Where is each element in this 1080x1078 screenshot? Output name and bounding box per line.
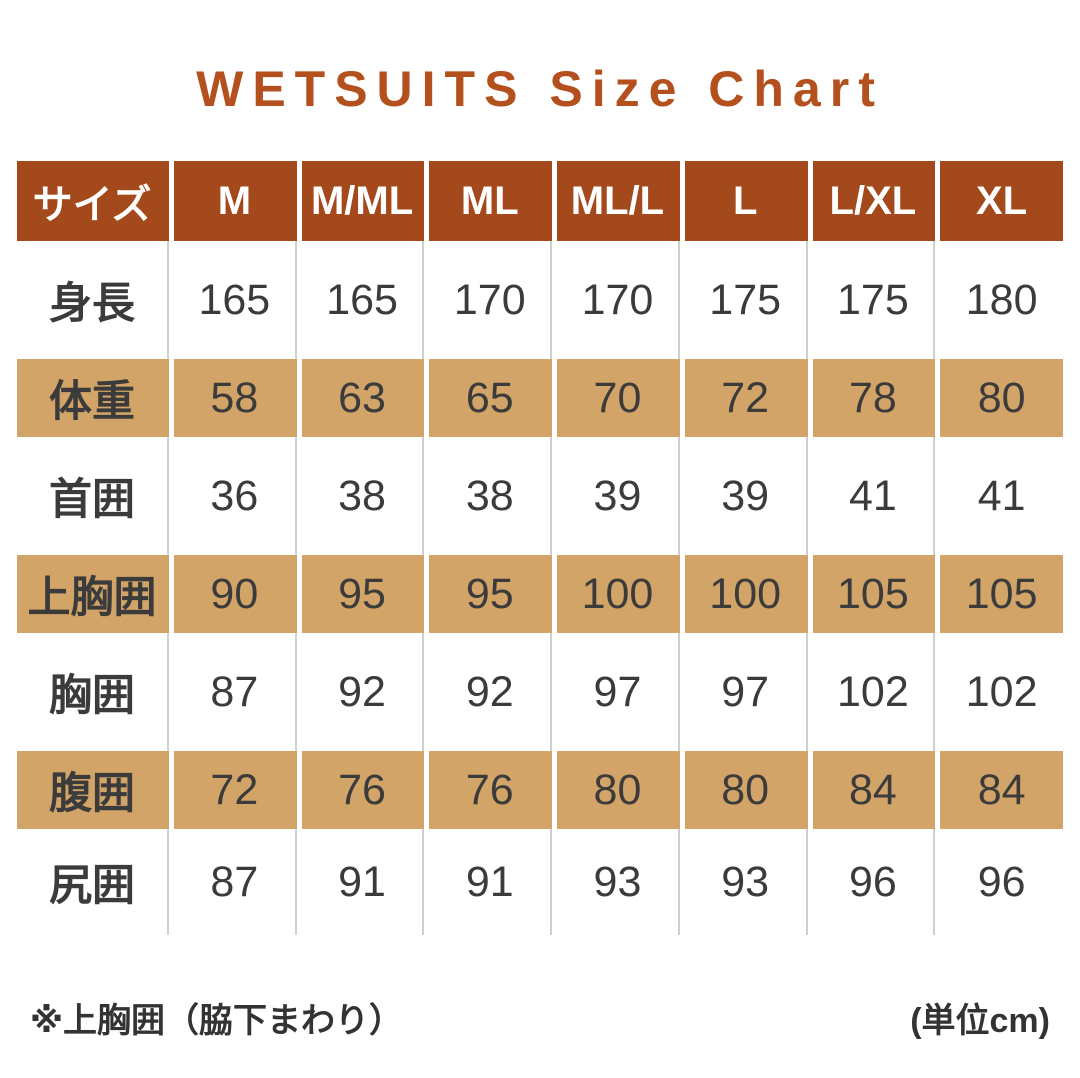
cell-value: 170	[429, 241, 553, 359]
header-cell-l: L	[684, 161, 808, 241]
cell-value: 100	[684, 555, 808, 633]
header-cell-ml: ML	[429, 161, 553, 241]
cell-value: 93	[557, 829, 680, 935]
table-row: 腹囲 72 76 76 80 80 84 84	[17, 751, 1063, 829]
cell-value: 38	[302, 437, 425, 555]
cell-value: 105	[812, 555, 936, 633]
cell-value: 72	[174, 751, 297, 829]
cell-value: 87	[174, 829, 297, 935]
row-label: 首囲	[17, 437, 169, 555]
cell-value: 97	[685, 633, 808, 751]
table-row: 身長 165 165 170 170 175 175 180	[17, 241, 1063, 359]
cell-value: 96	[977, 857, 1026, 906]
cell-value: 90	[174, 555, 297, 633]
footnote-unit-cm: (単位cm)	[910, 1002, 1050, 1040]
cell-value: 84	[812, 751, 936, 829]
cell-value: 97	[557, 633, 680, 751]
header-cell-xl: XL	[940, 161, 1063, 241]
table-row: 首囲 36 38 38 39 39 41 41	[17, 437, 1063, 555]
header-cell-ml-l: ML/L	[557, 161, 680, 241]
cell-value: 100	[557, 555, 680, 633]
cell-value: 91	[429, 829, 553, 935]
cell-value: 170	[557, 241, 680, 359]
wetsuits-size-table: サイズ M M/ML ML ML/L L L/XL XL 身長 165 165 170 170 175 1…	[12, 161, 1068, 935]
cell-value: 78	[812, 359, 936, 437]
row-label: 身長	[17, 241, 169, 359]
cell-value: 95	[429, 555, 553, 633]
cell-value: 93	[685, 829, 808, 935]
cell-value: 36	[174, 437, 297, 555]
footnotes: ※上胸囲（脇下まわり） (単位cm)	[30, 993, 1050, 1042]
cell-value: 84	[940, 751, 1063, 829]
cell-value: 175	[685, 241, 808, 359]
header-cell-size: サイズ	[17, 161, 169, 241]
row-label: 体重	[17, 359, 169, 437]
cell-value: 180	[965, 275, 1038, 324]
table-row: 胸囲 87 92 92 97 97 102 102	[17, 633, 1063, 751]
size-header-row: サイズ M M/ML ML ML/L L L/XL XL	[17, 161, 1063, 241]
cell-value: 91	[302, 829, 425, 935]
cell-value: 65	[429, 359, 553, 437]
cell-value: 70	[557, 359, 680, 437]
cell-value: 92	[429, 633, 553, 751]
cell-value: 39	[557, 437, 680, 555]
header-cell-l-xl: L/XL	[812, 161, 936, 241]
footnote-upper-chest: ※上胸囲（脇下まわり）	[30, 1002, 404, 1040]
cell-value: 72	[684, 359, 808, 437]
cell-value: 92	[302, 633, 425, 751]
table-row: 上胸囲 90 95 95 100 100 105 105	[17, 555, 1063, 633]
row-label: 上胸囲	[17, 555, 169, 633]
cell-value: 58	[174, 359, 297, 437]
cell-value: 95	[301, 555, 425, 633]
row-label: 尻囲	[17, 829, 169, 935]
cell-value: 87	[174, 633, 297, 751]
page-title: WETSUITS Size Chart	[196, 61, 884, 117]
cell-value: 76	[301, 751, 425, 829]
cell-value: 102	[813, 633, 936, 751]
row-label: 腹囲	[17, 751, 169, 829]
cell-value: 80	[940, 359, 1063, 437]
cell-value: 41	[813, 437, 936, 555]
cell-value: 80	[684, 751, 808, 829]
header-cell-m-ml: M/ML	[301, 161, 425, 241]
cell-value: 41	[977, 471, 1026, 520]
cell-value: 102	[965, 667, 1038, 716]
cell-value: 175	[813, 241, 936, 359]
cell-value: 76	[429, 751, 553, 829]
cell-value: 38	[429, 437, 553, 555]
row-label: 胸囲	[17, 633, 169, 751]
cell-value: 80	[557, 751, 680, 829]
table-row: 尻囲 87 91 91 93 93 96 96	[17, 829, 1063, 935]
cell-value: 39	[685, 437, 808, 555]
table-row: 体重 58 63 65 70 72 78 80	[17, 359, 1063, 437]
cell-value: 165	[302, 241, 425, 359]
header-cell-m: M	[174, 161, 297, 241]
cell-value: 63	[301, 359, 425, 437]
cell-value: 96	[813, 829, 936, 935]
cell-value: 105	[940, 555, 1063, 633]
cell-value: 165	[174, 241, 297, 359]
